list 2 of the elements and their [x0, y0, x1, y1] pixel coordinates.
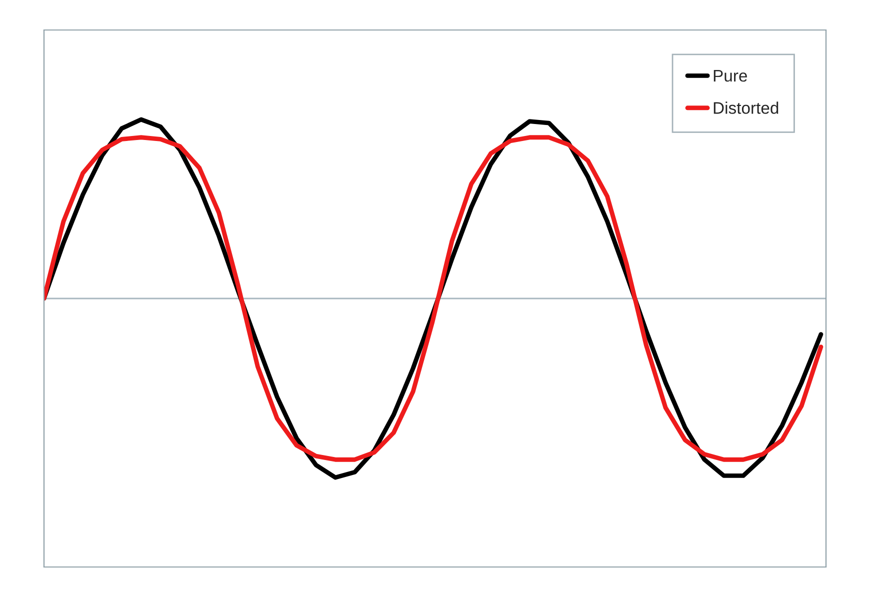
legend-label: Pure	[714, 70, 747, 82]
legend-label: Distorted	[714, 102, 778, 114]
